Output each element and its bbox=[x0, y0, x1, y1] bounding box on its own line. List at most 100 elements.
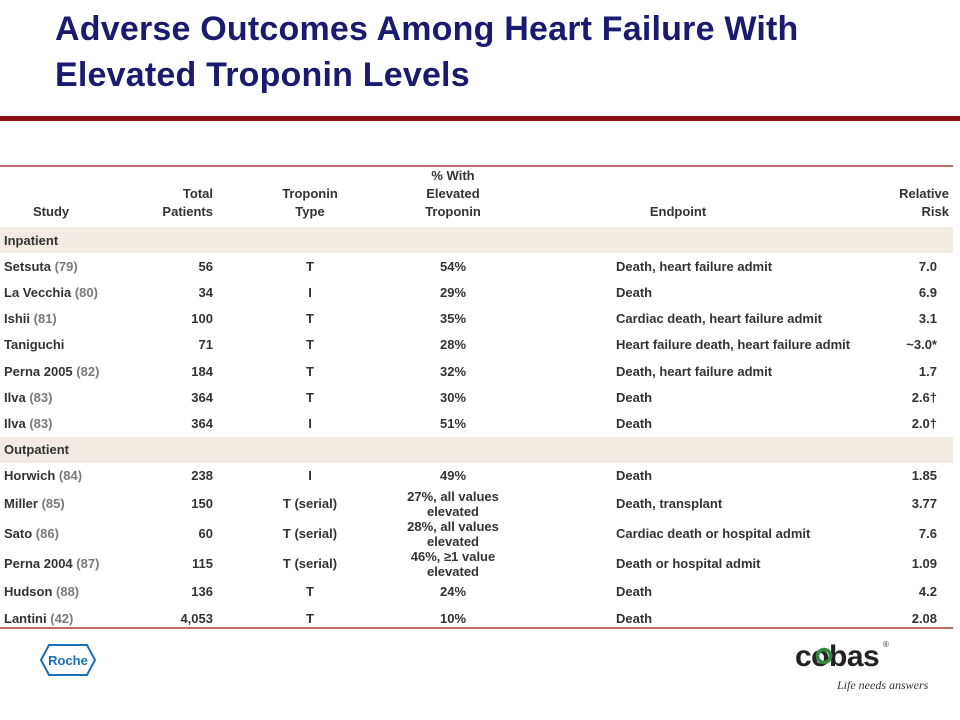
study-cell: Hudson (88) bbox=[0, 579, 120, 605]
cobas-wordmark-icon: cobas bbox=[795, 640, 880, 673]
troponin-type-cell: I bbox=[308, 415, 312, 431]
study-name: Ilva bbox=[4, 389, 26, 405]
roche-logo: Roche bbox=[39, 644, 97, 681]
table-row: Taniguchi 71 T 28% Heart failure death, hear… bbox=[0, 332, 953, 358]
troponin-type-cell: T bbox=[306, 363, 314, 379]
study-cell: La Vecchia (80) bbox=[0, 279, 120, 305]
study-reference: (81) bbox=[33, 311, 57, 327]
troponin-type-cell: T bbox=[306, 337, 314, 353]
troponin-type-cell: T bbox=[306, 584, 314, 600]
pct-elevated-cell: 32% bbox=[439, 363, 467, 379]
pct-elevated-cell: 51% bbox=[439, 415, 467, 431]
troponin-type-cell: I bbox=[308, 284, 312, 300]
header-endpoint: Endpoint bbox=[649, 204, 707, 219]
study-name: Setsuta bbox=[4, 258, 51, 274]
header-relative-risk: Relative Risk bbox=[899, 186, 949, 219]
study-reference: (87) bbox=[76, 556, 100, 572]
relative-risk-cell: ~3.0* bbox=[906, 337, 937, 353]
troponin-outcomes-table: Study Total Patients Troponin Type % With … bbox=[0, 167, 953, 631]
study-name: Hudson bbox=[4, 584, 53, 600]
total-patients-cell: 71 bbox=[198, 337, 213, 353]
table-bottom-rule bbox=[0, 627, 953, 629]
pct-elevated-cell: 29% bbox=[439, 284, 467, 300]
relative-risk-cell: 4.2 bbox=[918, 584, 937, 600]
pct-elevated-cell: 28% bbox=[439, 337, 467, 353]
roche-hexagon-icon: Roche bbox=[39, 644, 97, 676]
pct-elevated-cell: 24% bbox=[439, 584, 467, 600]
relative-risk-cell: 1.85 bbox=[911, 468, 937, 484]
total-patients-cell: 60 bbox=[198, 526, 213, 542]
total-patients-cell: 100 bbox=[191, 311, 213, 327]
relative-risk-cell: 6.9 bbox=[918, 284, 937, 300]
endpoint-cell: Heart failure death, heart failure admit bbox=[616, 337, 851, 353]
study-reference: (80) bbox=[74, 284, 98, 300]
study-name: La Vecchia bbox=[4, 284, 72, 300]
total-patients-cell: 4,053 bbox=[180, 610, 213, 626]
pct-elevated-cell: 27%, all values elevated bbox=[407, 488, 499, 519]
section-row-inpatient: Inpatient bbox=[0, 227, 953, 254]
table-row: Perna 2005 (82) 184 T 32% Death, heart failu… bbox=[0, 358, 953, 384]
study-name: Perna 2004 bbox=[4, 556, 73, 572]
endpoint-cell: Cardiac death, heart failure admit bbox=[616, 311, 822, 327]
table-row: Horwich (84) 238 I 49% Death 1.85 bbox=[0, 463, 953, 489]
endpoint-cell: Death, heart failure admit bbox=[616, 258, 773, 274]
relative-risk-cell: 2.6† bbox=[911, 389, 937, 405]
table-row: Miller (85) 150 T (serial) 27%, all values … bbox=[0, 489, 953, 519]
endpoint-cell: Death bbox=[616, 415, 653, 431]
relative-risk-cell: 2.0† bbox=[911, 415, 937, 431]
troponin-type-cell: T bbox=[306, 610, 314, 626]
cobas-green-o-icon bbox=[815, 647, 833, 665]
study-name: Ilva bbox=[4, 415, 26, 431]
pct-elevated-cell: 28%, all values elevated bbox=[407, 518, 499, 549]
study-name: Perna 2005 bbox=[4, 363, 73, 379]
table-row: Lantini (42) 4,053 T 10% Death 2.08 bbox=[0, 605, 953, 631]
study-cell: Ilva (83) bbox=[0, 410, 120, 436]
study-name: Miller bbox=[4, 496, 38, 512]
relative-risk-cell: 2.08 bbox=[911, 610, 937, 626]
study-name: Ishii bbox=[4, 311, 31, 327]
study-cell: Horwich (84) bbox=[0, 463, 120, 489]
total-patients-cell: 364 bbox=[191, 389, 213, 405]
troponin-type-cell: T (serial) bbox=[282, 526, 338, 542]
troponin-type-cell: I bbox=[308, 468, 312, 484]
study-cell: Lantini (42) bbox=[0, 605, 120, 631]
section-row-outpatient: Outpatient bbox=[0, 436, 953, 463]
total-patients-cell: 34 bbox=[198, 284, 213, 300]
relative-risk-cell: 1.09 bbox=[911, 556, 937, 572]
troponin-type-cell: T (serial) bbox=[282, 496, 338, 512]
table-row: Ilva (83) 364 T 30% Death 2.6† bbox=[0, 384, 953, 410]
study-reference: (79) bbox=[54, 258, 78, 274]
roche-logo-text: Roche bbox=[48, 653, 88, 668]
endpoint-cell: Death bbox=[616, 610, 653, 626]
table-header: Study Total Patients Troponin Type % With … bbox=[0, 167, 953, 227]
cobas-wordmark: cobas bbox=[795, 638, 891, 682]
troponin-type-cell: T bbox=[306, 258, 314, 274]
table-row: Hudson (88) 136 T 24% Death 4.2 bbox=[0, 579, 953, 605]
endpoint-cell: Death, heart failure admit bbox=[616, 363, 773, 379]
cobas-tagline: Life needs answers bbox=[837, 678, 929, 692]
total-patients-cell: 115 bbox=[192, 556, 213, 572]
endpoint-cell: Death or hospital admit bbox=[616, 556, 761, 572]
endpoint-cell: Death bbox=[616, 284, 653, 300]
study-name: Sato bbox=[4, 526, 33, 542]
table-body: Inpatient Setsuta (79) 56 T 54% Death, heart … bbox=[0, 227, 953, 631]
table-row: Setsuta (79) 56 T 54% Death, heart failure a… bbox=[0, 253, 953, 279]
cobas-wordmark-text: cobas bbox=[795, 640, 879, 673]
title-divider bbox=[0, 116, 960, 121]
total-patients-cell: 56 bbox=[198, 258, 213, 274]
table-row: Perna 2004 (87) 115 T (serial) 46%, ≥1 valu… bbox=[0, 549, 953, 579]
cobas-registered-mark: ® bbox=[883, 640, 889, 649]
study-cell: Taniguchi bbox=[0, 332, 120, 358]
relative-risk-cell: 1.7 bbox=[918, 363, 937, 379]
pct-elevated-cell: 30% bbox=[439, 389, 467, 405]
endpoint-cell: Cardiac death or hospital admit bbox=[616, 526, 811, 542]
total-patients-cell: 136 bbox=[191, 584, 213, 600]
endpoint-cell: Death bbox=[616, 584, 653, 600]
header-pct-elevated: % With Elevated Troponin bbox=[425, 168, 481, 219]
header-total-patients: Total Patients bbox=[162, 186, 213, 219]
study-name: Horwich bbox=[4, 468, 56, 484]
table-row: Ilva (83) 364 I 51% Death 2.0† bbox=[0, 410, 953, 436]
study-name: Taniguchi bbox=[4, 337, 65, 353]
study-cell: Sato (86) bbox=[0, 519, 120, 549]
study-reference: (84) bbox=[58, 468, 83, 484]
